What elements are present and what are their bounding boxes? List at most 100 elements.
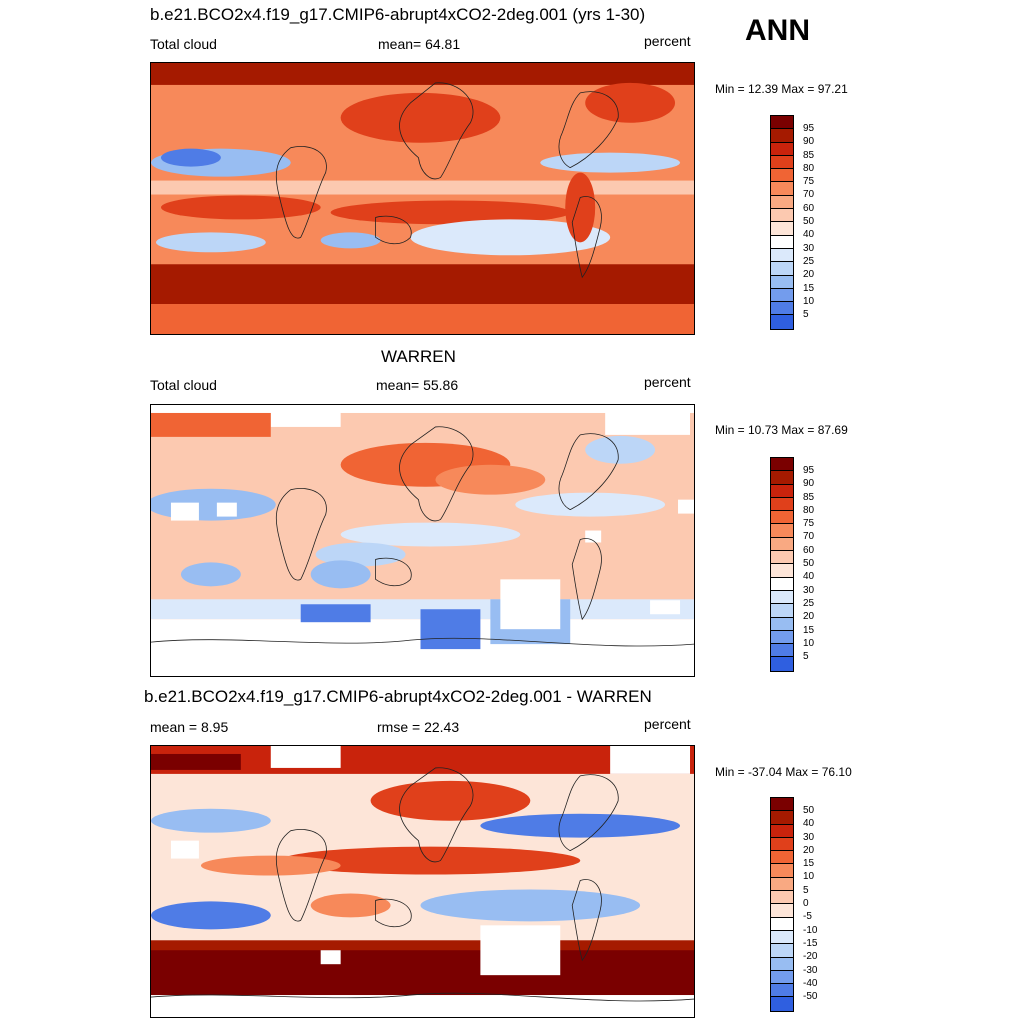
min-max-label: Min = -37.04 Max = 76.10 <box>715 765 852 779</box>
legend-swatch <box>771 235 793 249</box>
legend-swatch <box>771 837 793 852</box>
legend-swatch <box>771 917 793 931</box>
legend-swatch <box>771 877 793 892</box>
legend-swatch <box>771 116 793 130</box>
legend-tick: 75 <box>803 176 815 188</box>
legend-swatch <box>771 957 793 971</box>
legend-tick: 20 <box>803 269 815 281</box>
legend-swatch <box>771 798 793 812</box>
cloud-map <box>150 404 695 677</box>
legend-tick: 10 <box>803 637 815 649</box>
legend-tick: 60 <box>803 202 815 214</box>
legend-swatch <box>771 537 793 552</box>
rmse-label: rmse = 22.43 <box>377 719 460 735</box>
legend-tick: -30 <box>803 964 818 976</box>
legend-tick: 50 <box>803 558 815 570</box>
legend-tick: 30 <box>803 831 815 843</box>
panel-title: b.e21.BCO2x4.f19_g17.CMIP6-abrupt4xCO2-2… <box>150 5 646 24</box>
legend-tick: 25 <box>803 597 815 609</box>
legend-swatch <box>771 590 793 605</box>
legend-swatch <box>771 511 793 525</box>
legend-swatch <box>771 471 793 485</box>
mean-label: mean = 8.95 <box>150 719 229 735</box>
legend-swatch <box>771 182 793 196</box>
legend-swatch <box>771 155 793 170</box>
legend-swatch <box>771 657 793 671</box>
legend-swatch <box>771 630 793 645</box>
units-label: percent <box>644 33 691 49</box>
legend-tick: 70 <box>803 531 815 543</box>
legend-tick: 20 <box>803 611 815 623</box>
legend-swatch <box>771 484 793 498</box>
legend-tick: -10 <box>803 924 818 936</box>
legend-swatch <box>771 551 793 565</box>
legend-swatch <box>771 458 793 472</box>
legend-swatch <box>771 302 793 316</box>
color-legend-bar <box>770 457 794 672</box>
panel-title: b.e21.BCO2x4.f19_g17.CMIP6-abrupt4xCO2-2… <box>144 687 652 706</box>
legend-tick: -20 <box>803 951 818 963</box>
legend-tick: 80 <box>803 504 815 516</box>
color-legend-bar <box>770 797 794 1012</box>
legend-swatch <box>771 142 793 156</box>
legend-tick: 10 <box>803 295 815 307</box>
legend-swatch <box>771 904 793 918</box>
cloud-map <box>150 62 695 335</box>
legend-tick: 5 <box>803 884 809 896</box>
legend-tick: 15 <box>803 624 815 636</box>
legend-tick: 20 <box>803 844 815 856</box>
legend-tick: 10 <box>803 871 815 883</box>
panel-title: WARREN <box>381 347 456 366</box>
legend-swatch <box>771 209 793 223</box>
units-label: percent <box>644 374 691 390</box>
legend-tick: 30 <box>803 584 815 596</box>
legend-swatch <box>771 262 793 276</box>
legend-tick: -40 <box>803 977 818 989</box>
color-legend-labels: 95 90 85 80 75 70 60 50 40 30 25 20 15 1… <box>803 122 814 321</box>
legend-tick: 5 <box>803 651 809 663</box>
legend-swatch <box>771 129 793 143</box>
legend-tick: 70 <box>803 189 815 201</box>
legend-tick: 75 <box>803 518 815 530</box>
legend-swatch <box>771 824 793 838</box>
legend-swatch <box>771 944 793 958</box>
mean-label: mean= 64.81 <box>378 36 461 52</box>
legend-swatch <box>771 984 793 998</box>
legend-tick: 40 <box>803 229 815 241</box>
min-max-label: Min = 10.73 Max = 87.69 <box>715 423 848 437</box>
legend-tick: -5 <box>803 911 812 923</box>
legend-tick: 40 <box>803 818 815 830</box>
legend-tick: 5 <box>803 309 809 321</box>
legend-swatch <box>771 248 793 263</box>
legend-swatch <box>771 524 793 538</box>
legend-tick: -50 <box>803 991 818 1003</box>
legend-tick: 95 <box>803 465 815 476</box>
variable-label: Total cloud <box>150 36 217 52</box>
legend-swatch <box>771 497 793 512</box>
legend-tick: 50 <box>803 805 815 816</box>
legend-tick: -15 <box>803 937 818 949</box>
color-legend-labels: 95 90 85 80 75 70 60 50 40 30 25 20 15 1… <box>803 464 814 663</box>
legend-tick: 95 <box>803 123 815 134</box>
legend-swatch <box>771 577 793 591</box>
legend-swatch <box>771 930 793 945</box>
legend-tick: 25 <box>803 255 815 267</box>
season-label: ANN <box>745 14 810 47</box>
legend-tick: 90 <box>803 478 815 490</box>
units-label: percent <box>644 716 691 732</box>
legend-swatch <box>771 617 793 631</box>
legend-tick: 0 <box>803 898 809 910</box>
legend-tick: 40 <box>803 571 815 583</box>
variable-label: Total cloud <box>150 377 217 393</box>
color-legend-bar <box>770 115 794 330</box>
legend-swatch <box>771 851 793 865</box>
legend-swatch <box>771 811 793 825</box>
legend-tick: 85 <box>803 491 815 503</box>
legend-tick: 15 <box>803 858 815 870</box>
legend-tick: 30 <box>803 242 815 254</box>
legend-swatch <box>771 604 793 618</box>
legend-tick: 90 <box>803 136 815 148</box>
cloud-map <box>150 745 695 1018</box>
legend-swatch <box>771 891 793 905</box>
legend-swatch <box>771 644 793 658</box>
